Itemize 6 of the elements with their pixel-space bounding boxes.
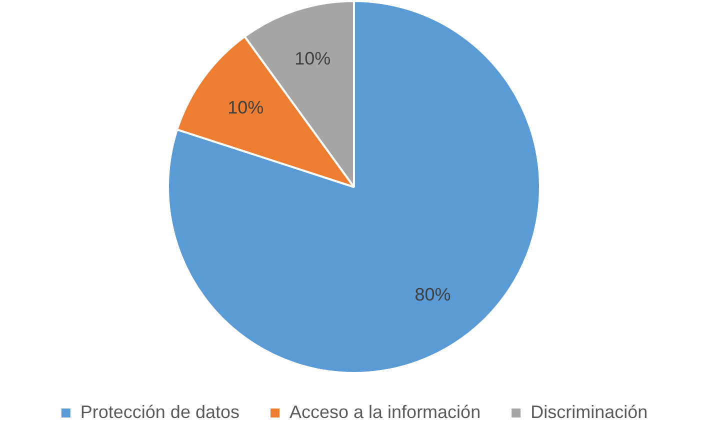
legend-label: Acceso a la información bbox=[289, 402, 481, 422]
data-label: 10% bbox=[294, 48, 331, 69]
legend-label: Protección de datos bbox=[80, 402, 240, 422]
data-label: 10% bbox=[228, 97, 264, 118]
data-label: 80% bbox=[414, 284, 451, 304]
legend-label: Discriminación bbox=[530, 402, 648, 422]
